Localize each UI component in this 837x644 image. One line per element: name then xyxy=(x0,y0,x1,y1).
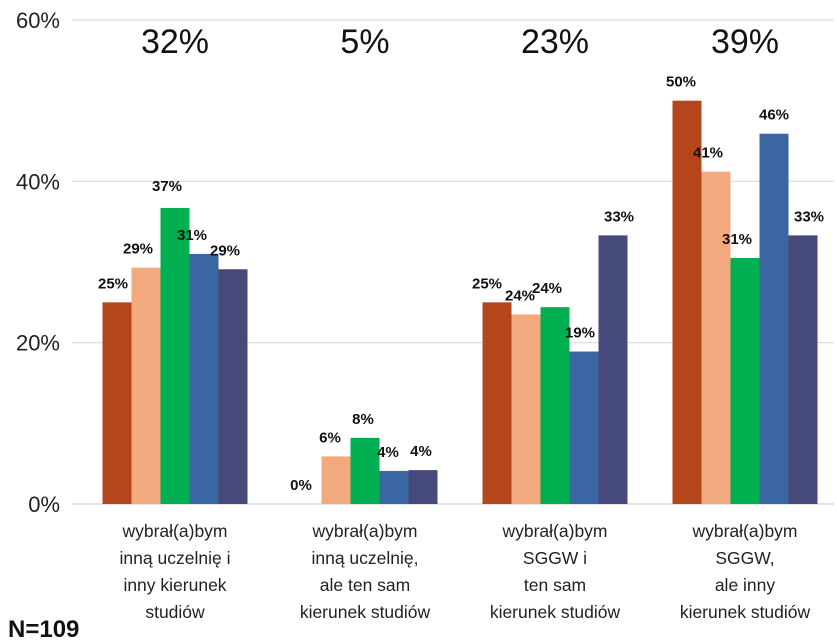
category-totals: 32% 5% 23% 39% xyxy=(141,23,779,61)
bar xyxy=(321,456,351,504)
data-label: 33% xyxy=(604,208,634,225)
data-label: 50% xyxy=(666,74,696,91)
data-label: 25% xyxy=(472,275,502,292)
bar xyxy=(131,267,161,504)
category-total-label: 5% xyxy=(340,23,389,61)
sample-size-note: N=109 xyxy=(8,616,80,643)
y-tick-label: 20% xyxy=(16,331,60,356)
category-label-line: wybrał(a)bym xyxy=(501,521,607,541)
data-label: 41% xyxy=(693,145,723,162)
category-label-line: inną uczelnię i xyxy=(120,548,231,568)
data-label: 4% xyxy=(377,444,399,461)
category-label-line: ten sam xyxy=(524,575,586,595)
data-label: 46% xyxy=(759,107,789,124)
data-label: 8% xyxy=(352,411,374,428)
data-label: 31% xyxy=(177,227,207,244)
category-total-label: 39% xyxy=(711,23,779,61)
data-labels: 25%29%37%31%29%0%6%8%4% 4%25%24%24%19%33%… xyxy=(98,74,824,494)
bar xyxy=(540,307,570,504)
category-label: wybrał(a)bym SGGW i ten sam kierunek studió… xyxy=(490,521,621,622)
category-label-line: ale ten sam xyxy=(320,575,410,595)
data-label: 24% xyxy=(505,287,535,304)
category-label: wybrał(a)bym SGGW, ale inny kierunek studió… xyxy=(680,521,811,622)
category-label-line: SGGW, xyxy=(715,548,774,568)
category-label-line: kierunek studiów xyxy=(490,602,621,622)
data-label: 31% xyxy=(722,231,752,248)
category-label-line: wybrał(a)bym xyxy=(691,521,797,541)
category-label-line: kierunek studiów xyxy=(680,602,811,622)
category-label: wybrał(a)bym inną uczelnię i inny kierunek… xyxy=(120,521,231,622)
category-label-line: inną uczelnię, xyxy=(311,548,418,568)
bar xyxy=(788,235,818,504)
bar xyxy=(730,257,760,504)
data-label: 29% xyxy=(210,242,240,259)
data-label: 19% xyxy=(565,325,595,342)
bar xyxy=(759,133,789,505)
bar xyxy=(511,314,541,504)
bar xyxy=(701,171,731,505)
y-tick-label: 0% xyxy=(28,492,60,517)
data-label: 29% xyxy=(123,241,153,258)
bar xyxy=(482,302,512,504)
category-label-line: wybrał(a)bym xyxy=(121,521,227,541)
data-label: 24% xyxy=(532,280,562,297)
data-label: 37% xyxy=(152,178,182,195)
category-label-line: studiów xyxy=(145,602,205,622)
bar xyxy=(189,253,219,504)
bar xyxy=(218,269,248,504)
bar xyxy=(379,470,409,504)
category-label-line: ale inny xyxy=(715,575,776,595)
data-label: 0% xyxy=(290,477,312,494)
category-total-label: 32% xyxy=(141,23,209,61)
data-label: 33% xyxy=(794,208,824,225)
y-axis-ticks: 0% 20% 40% 60% xyxy=(16,8,60,517)
data-label: 6% xyxy=(319,429,341,446)
bar xyxy=(672,100,702,505)
category-labels: wybrał(a)bym inną uczelnię i inny kierunek… xyxy=(120,521,811,622)
category-total-label: 23% xyxy=(521,23,589,61)
category-label-line: kierunek studiów xyxy=(300,602,431,622)
category-label-line: wybrał(a)bym xyxy=(311,521,417,541)
bar xyxy=(569,351,599,504)
bar xyxy=(598,235,628,504)
data-label: 25% xyxy=(98,275,128,292)
y-tick-label: 60% xyxy=(16,8,60,33)
bar xyxy=(350,437,380,504)
bar xyxy=(102,302,132,504)
category-label-line: SGGW i xyxy=(523,548,587,568)
data-label: 4% xyxy=(410,443,432,460)
y-tick-label: 40% xyxy=(16,169,60,194)
category-label-line: inny kierunek xyxy=(123,575,226,595)
bars xyxy=(102,100,818,505)
bar xyxy=(408,470,438,504)
bar xyxy=(160,207,190,504)
category-label: wybrał(a)bym inną uczelnię, ale ten sam kie… xyxy=(300,521,431,622)
